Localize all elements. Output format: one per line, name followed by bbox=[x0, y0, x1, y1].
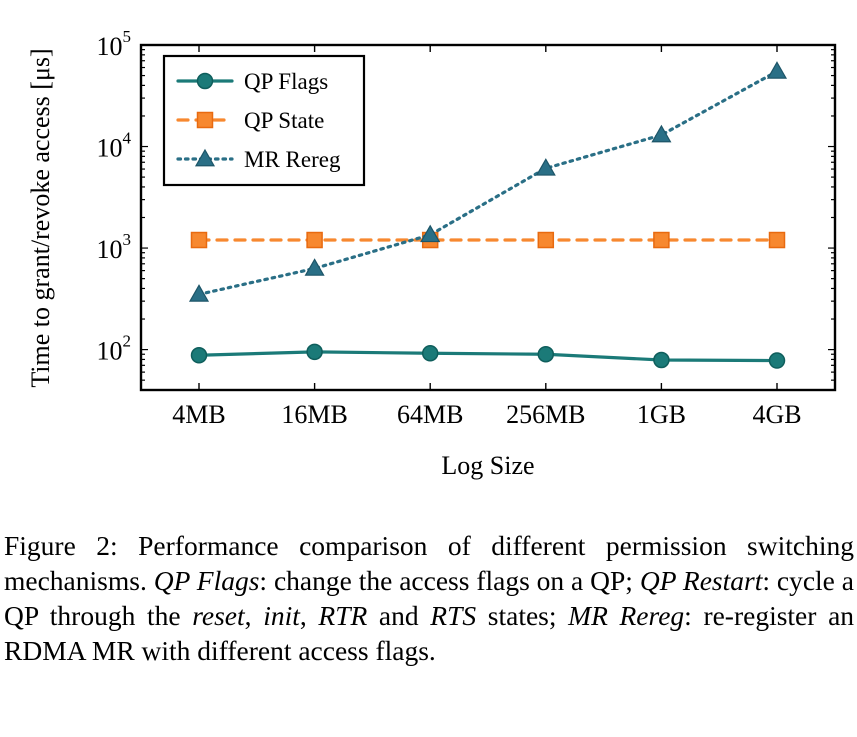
caption-term: MR Rereg bbox=[568, 600, 685, 631]
caption-text: : re-register an RDMA MR with different … bbox=[4, 600, 855, 666]
y-tick-label: 105 bbox=[97, 27, 132, 61]
caption-label: Figure 2: bbox=[4, 530, 139, 561]
caption-term: QP Flags bbox=[153, 565, 260, 596]
series-qp-flags bbox=[190, 343, 786, 369]
data-point bbox=[651, 124, 672, 143]
legend-label: MR Rereg bbox=[244, 147, 341, 172]
y-tick-exp: 4 bbox=[123, 129, 132, 148]
series-line bbox=[197, 350, 779, 363]
legend-entry: QP Flags bbox=[176, 69, 328, 94]
caption-term: QP Restart bbox=[639, 565, 763, 596]
data-point bbox=[304, 258, 325, 276]
data-point bbox=[768, 231, 786, 249]
caption-text: Performance comparison of different perm… bbox=[4, 530, 854, 596]
y-tick-exp: 3 bbox=[123, 230, 132, 249]
legend-entry: QP State bbox=[176, 108, 324, 133]
y-tick-base: 10 bbox=[97, 337, 123, 366]
data-point bbox=[306, 231, 323, 249]
data-point bbox=[768, 352, 786, 369]
data-point bbox=[190, 346, 208, 364]
y-axis-label: Time to grant/revoke access [μs] bbox=[26, 48, 55, 387]
x-tick-label: 256MB bbox=[506, 400, 585, 429]
data-point bbox=[306, 343, 323, 361]
x-tick-label: 4MB bbox=[172, 400, 225, 429]
legend-label: QP Flags bbox=[244, 69, 328, 94]
legend-marker bbox=[194, 148, 216, 167]
legend-entry: MR Rereg bbox=[176, 147, 341, 172]
y-tick-label: 104 bbox=[97, 129, 132, 163]
caption-term: RTR bbox=[318, 600, 368, 631]
legend-label: QP State bbox=[244, 108, 324, 133]
y-tick-base: 10 bbox=[97, 134, 123, 163]
data-point bbox=[766, 61, 788, 79]
caption-text: : change the access flags on a QP; bbox=[259, 565, 640, 596]
y-tick-label: 103 bbox=[97, 230, 132, 264]
series-qp-state bbox=[190, 231, 786, 249]
data-point bbox=[653, 351, 670, 369]
series-line bbox=[197, 69, 779, 296]
y-tick-exp: 2 bbox=[123, 332, 132, 351]
caption-text: and bbox=[367, 600, 431, 631]
legend-marker bbox=[196, 72, 214, 90]
data-point bbox=[188, 284, 210, 302]
data-point bbox=[653, 231, 670, 249]
x-tick-label: 64MB bbox=[397, 400, 463, 429]
y-tick-base: 10 bbox=[97, 32, 123, 61]
data-point bbox=[420, 224, 441, 243]
y-tick-exp: 5 bbox=[123, 27, 132, 46]
legend-marker bbox=[196, 111, 214, 129]
y-tick-label: 102 bbox=[97, 332, 132, 366]
caption-term: init bbox=[263, 600, 300, 631]
data-point bbox=[537, 345, 555, 363]
caption-text: states; bbox=[476, 600, 569, 631]
x-axis-label: Log Size bbox=[441, 451, 534, 480]
caption-term: RTS bbox=[430, 600, 477, 631]
y-tick-base: 10 bbox=[97, 235, 123, 264]
series-mr-rereg bbox=[188, 61, 788, 302]
figure-caption: Figure 2: Performance comparison of diff… bbox=[4, 528, 854, 668]
caption-body: Performance comparison of different perm… bbox=[4, 530, 854, 666]
data-point bbox=[535, 158, 556, 176]
data-point bbox=[421, 345, 439, 362]
data-point bbox=[190, 231, 208, 249]
caption-term: reset bbox=[192, 600, 245, 631]
x-tick-label: 16MB bbox=[281, 400, 347, 429]
x-tick-label: 1GB bbox=[637, 400, 686, 429]
x-tick-label: 4GB bbox=[752, 400, 801, 429]
caption-text: , bbox=[299, 600, 319, 631]
data-point bbox=[537, 231, 555, 249]
caption-text: : cycle a QP through the bbox=[4, 565, 854, 631]
caption-text: , bbox=[244, 600, 264, 631]
